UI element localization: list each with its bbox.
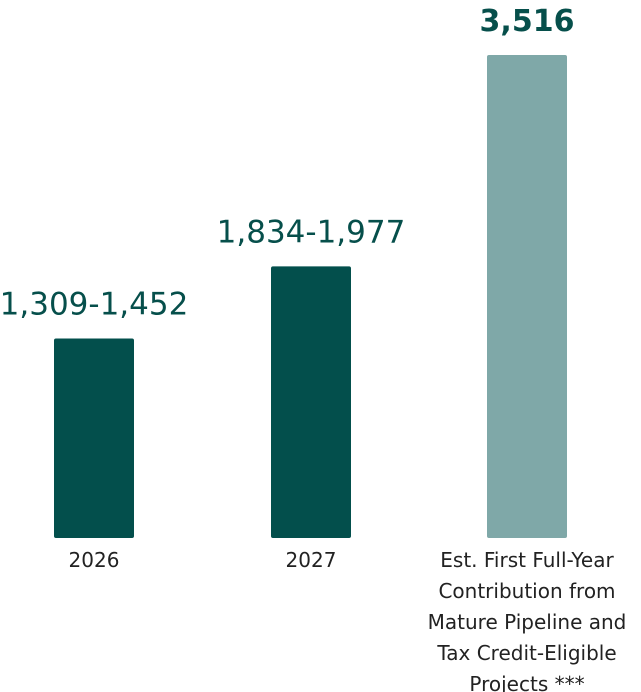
category-label-line: Contribution from bbox=[438, 579, 615, 603]
value-label-0: 1,309-1,452 bbox=[0, 287, 188, 323]
category-label-line: Projects *** bbox=[469, 672, 584, 692]
category-label-1: 2027 bbox=[286, 548, 337, 572]
bar-0 bbox=[54, 338, 134, 538]
category-labels-group: 2026 2027 Est. First Full-Year Contribution… bbox=[69, 548, 627, 692]
bar-1 bbox=[271, 266, 351, 538]
bars-group bbox=[54, 55, 567, 538]
category-label-line: Mature Pipeline and bbox=[428, 610, 627, 634]
value-labels-group: 1,309-1,452 1,834-1,977 3,516 bbox=[0, 4, 574, 323]
category-label-line: Tax Credit-Eligible bbox=[436, 641, 616, 665]
bar-2 bbox=[487, 55, 567, 538]
category-label-0: 2026 bbox=[69, 548, 120, 572]
category-label-line: 2027 bbox=[286, 548, 337, 572]
category-label-line: Est. First Full-Year bbox=[440, 548, 614, 572]
value-label-1: 1,834-1,977 bbox=[217, 214, 406, 250]
value-label-2: 3,516 bbox=[480, 4, 575, 39]
category-label-2: Est. First Full-Year Contribution from Mat… bbox=[428, 548, 627, 692]
category-label-line: 2026 bbox=[69, 548, 120, 572]
